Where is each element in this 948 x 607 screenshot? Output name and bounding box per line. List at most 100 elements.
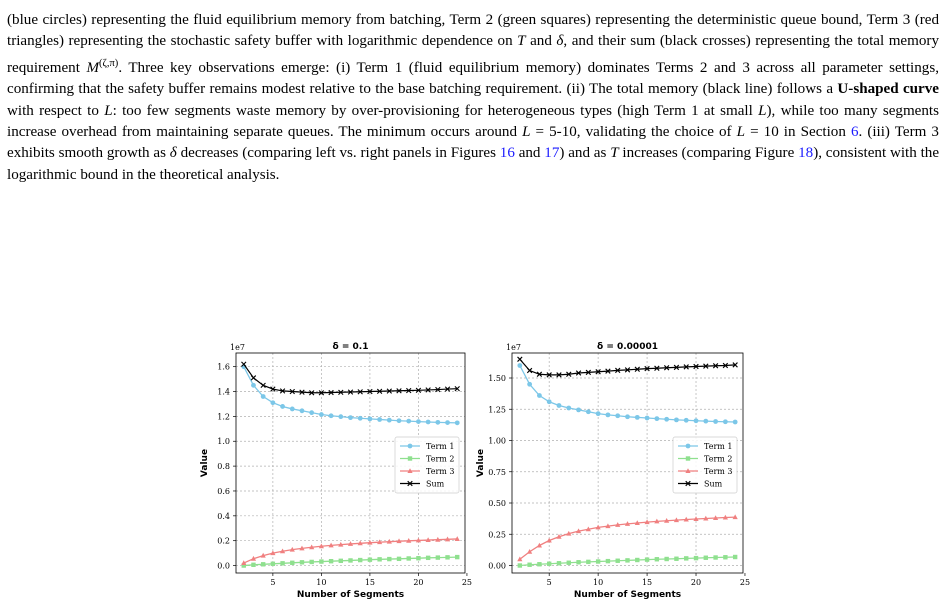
data-point-sum — [318, 390, 325, 396]
data-point-term-2 — [299, 560, 305, 565]
data-point-term-1 — [435, 419, 441, 425]
data-point-sum — [347, 389, 354, 395]
data-point-sum — [270, 386, 276, 392]
data-point-term-1 — [585, 409, 591, 415]
legend-marker — [685, 443, 691, 449]
data-point-term-1 — [595, 411, 601, 417]
data-point-term-2 — [713, 555, 718, 560]
legend-marker — [407, 443, 413, 449]
data-point-term-1 — [251, 382, 256, 388]
data-point-term-3 — [309, 544, 315, 550]
data-point-term-2 — [338, 558, 343, 564]
y-tick-label: 1.6 — [217, 363, 230, 372]
data-point-term-3 — [654, 518, 660, 524]
legend-label: Sum — [704, 480, 723, 489]
data-point-sum — [357, 389, 363, 395]
data-point-term-2 — [605, 558, 611, 564]
data-point-term-3 — [299, 545, 305, 551]
data-point-term-2 — [290, 560, 295, 566]
data-point-term-3 — [270, 550, 276, 556]
data-point-term-2 — [309, 559, 314, 565]
data-point-sum — [376, 388, 383, 394]
section-link[interactable]: 6 — [850, 124, 859, 141]
data-point-sum — [663, 365, 670, 371]
legend-marker — [685, 456, 691, 461]
data-point-term-1 — [348, 415, 353, 421]
data-point-term-2 — [280, 561, 285, 566]
data-point-term-1 — [454, 420, 460, 426]
data-point-term-3 — [615, 522, 621, 527]
data-point-term-2 — [625, 558, 630, 563]
y-tick-label: 0.00 — [488, 562, 506, 571]
data-point-term-1 — [556, 403, 562, 408]
data-point-term-1 — [576, 407, 581, 413]
data-point-term-2 — [615, 558, 620, 563]
data-point-term-1 — [654, 416, 660, 422]
data-point-term-3 — [425, 537, 431, 543]
chart-title: δ = 0.1 — [333, 342, 369, 352]
data-point-sum — [585, 369, 592, 376]
data-point-term-1 — [664, 416, 670, 422]
data-point-sum — [634, 366, 640, 372]
data-point-sum — [406, 387, 412, 394]
series-line-term-1 — [243, 366, 458, 424]
data-point-sum — [328, 389, 334, 396]
data-point-term-2 — [377, 557, 382, 562]
x-tick-label: 15 — [642, 578, 652, 587]
data-point-term-3 — [367, 539, 373, 545]
figure-link-16[interactable]: 16 — [499, 145, 515, 162]
data-point-term-1 — [615, 413, 621, 419]
data-point-sum — [654, 365, 660, 371]
data-point-sum — [703, 363, 709, 369]
data-point-term-1 — [338, 414, 344, 420]
legend-box — [394, 436, 460, 494]
data-point-sum — [299, 389, 305, 395]
x-tick-label: 15 — [365, 578, 375, 587]
data-point-term-2 — [566, 560, 571, 565]
data-point-term-2 — [527, 562, 532, 567]
data-point-sum — [595, 369, 601, 375]
data-point-sum — [683, 364, 689, 370]
data-point-term-2 — [546, 561, 552, 566]
data-point-term-1 — [289, 406, 295, 412]
data-point-term-3 — [664, 517, 670, 523]
data-point-term-3 — [605, 523, 611, 529]
data-point-term-2 — [517, 563, 523, 568]
data-point-term-3 — [396, 538, 402, 544]
x-tick-label: 20 — [413, 578, 423, 587]
figure-link-17[interactable]: 17 — [544, 145, 560, 162]
data-point-term-1 — [732, 419, 738, 425]
data-point-sum — [722, 362, 729, 369]
data-point-sum — [575, 370, 582, 376]
x-tick-label: 5 — [547, 578, 552, 587]
data-point-term-3 — [703, 515, 709, 521]
data-point-term-3 — [328, 542, 334, 548]
data-point-sum — [260, 382, 266, 389]
data-point-sum — [396, 388, 402, 394]
data-point-term-2 — [586, 559, 591, 565]
y-tick-label: 1.50 — [488, 374, 506, 383]
data-point-term-2 — [693, 555, 699, 561]
data-point-term-2 — [556, 561, 562, 566]
data-point-term-2 — [674, 556, 679, 561]
data-point-sum — [425, 387, 431, 393]
y-axis-label: Value — [200, 449, 210, 477]
data-point-term-3 — [575, 528, 582, 534]
figure-link-18[interactable]: 18 — [798, 145, 814, 162]
data-point-term-2 — [445, 555, 450, 560]
data-point-term-3 — [556, 533, 562, 539]
data-point-term-3 — [454, 536, 460, 541]
legend-label: Term 2 — [704, 455, 733, 464]
y-tick-label: 0.25 — [488, 530, 506, 539]
y-tick-label: 0.4 — [217, 512, 230, 521]
data-point-sum — [250, 375, 257, 381]
data-point-term-2 — [576, 560, 581, 565]
data-point-term-3 — [595, 524, 601, 530]
x-tick-label: 10 — [316, 578, 326, 587]
data-point-term-3 — [289, 546, 295, 552]
data-point-term-3 — [377, 539, 383, 545]
data-point-term-1 — [693, 418, 699, 424]
legend-marker — [685, 480, 691, 487]
legend-box — [672, 436, 738, 494]
data-point-term-3 — [347, 541, 354, 546]
